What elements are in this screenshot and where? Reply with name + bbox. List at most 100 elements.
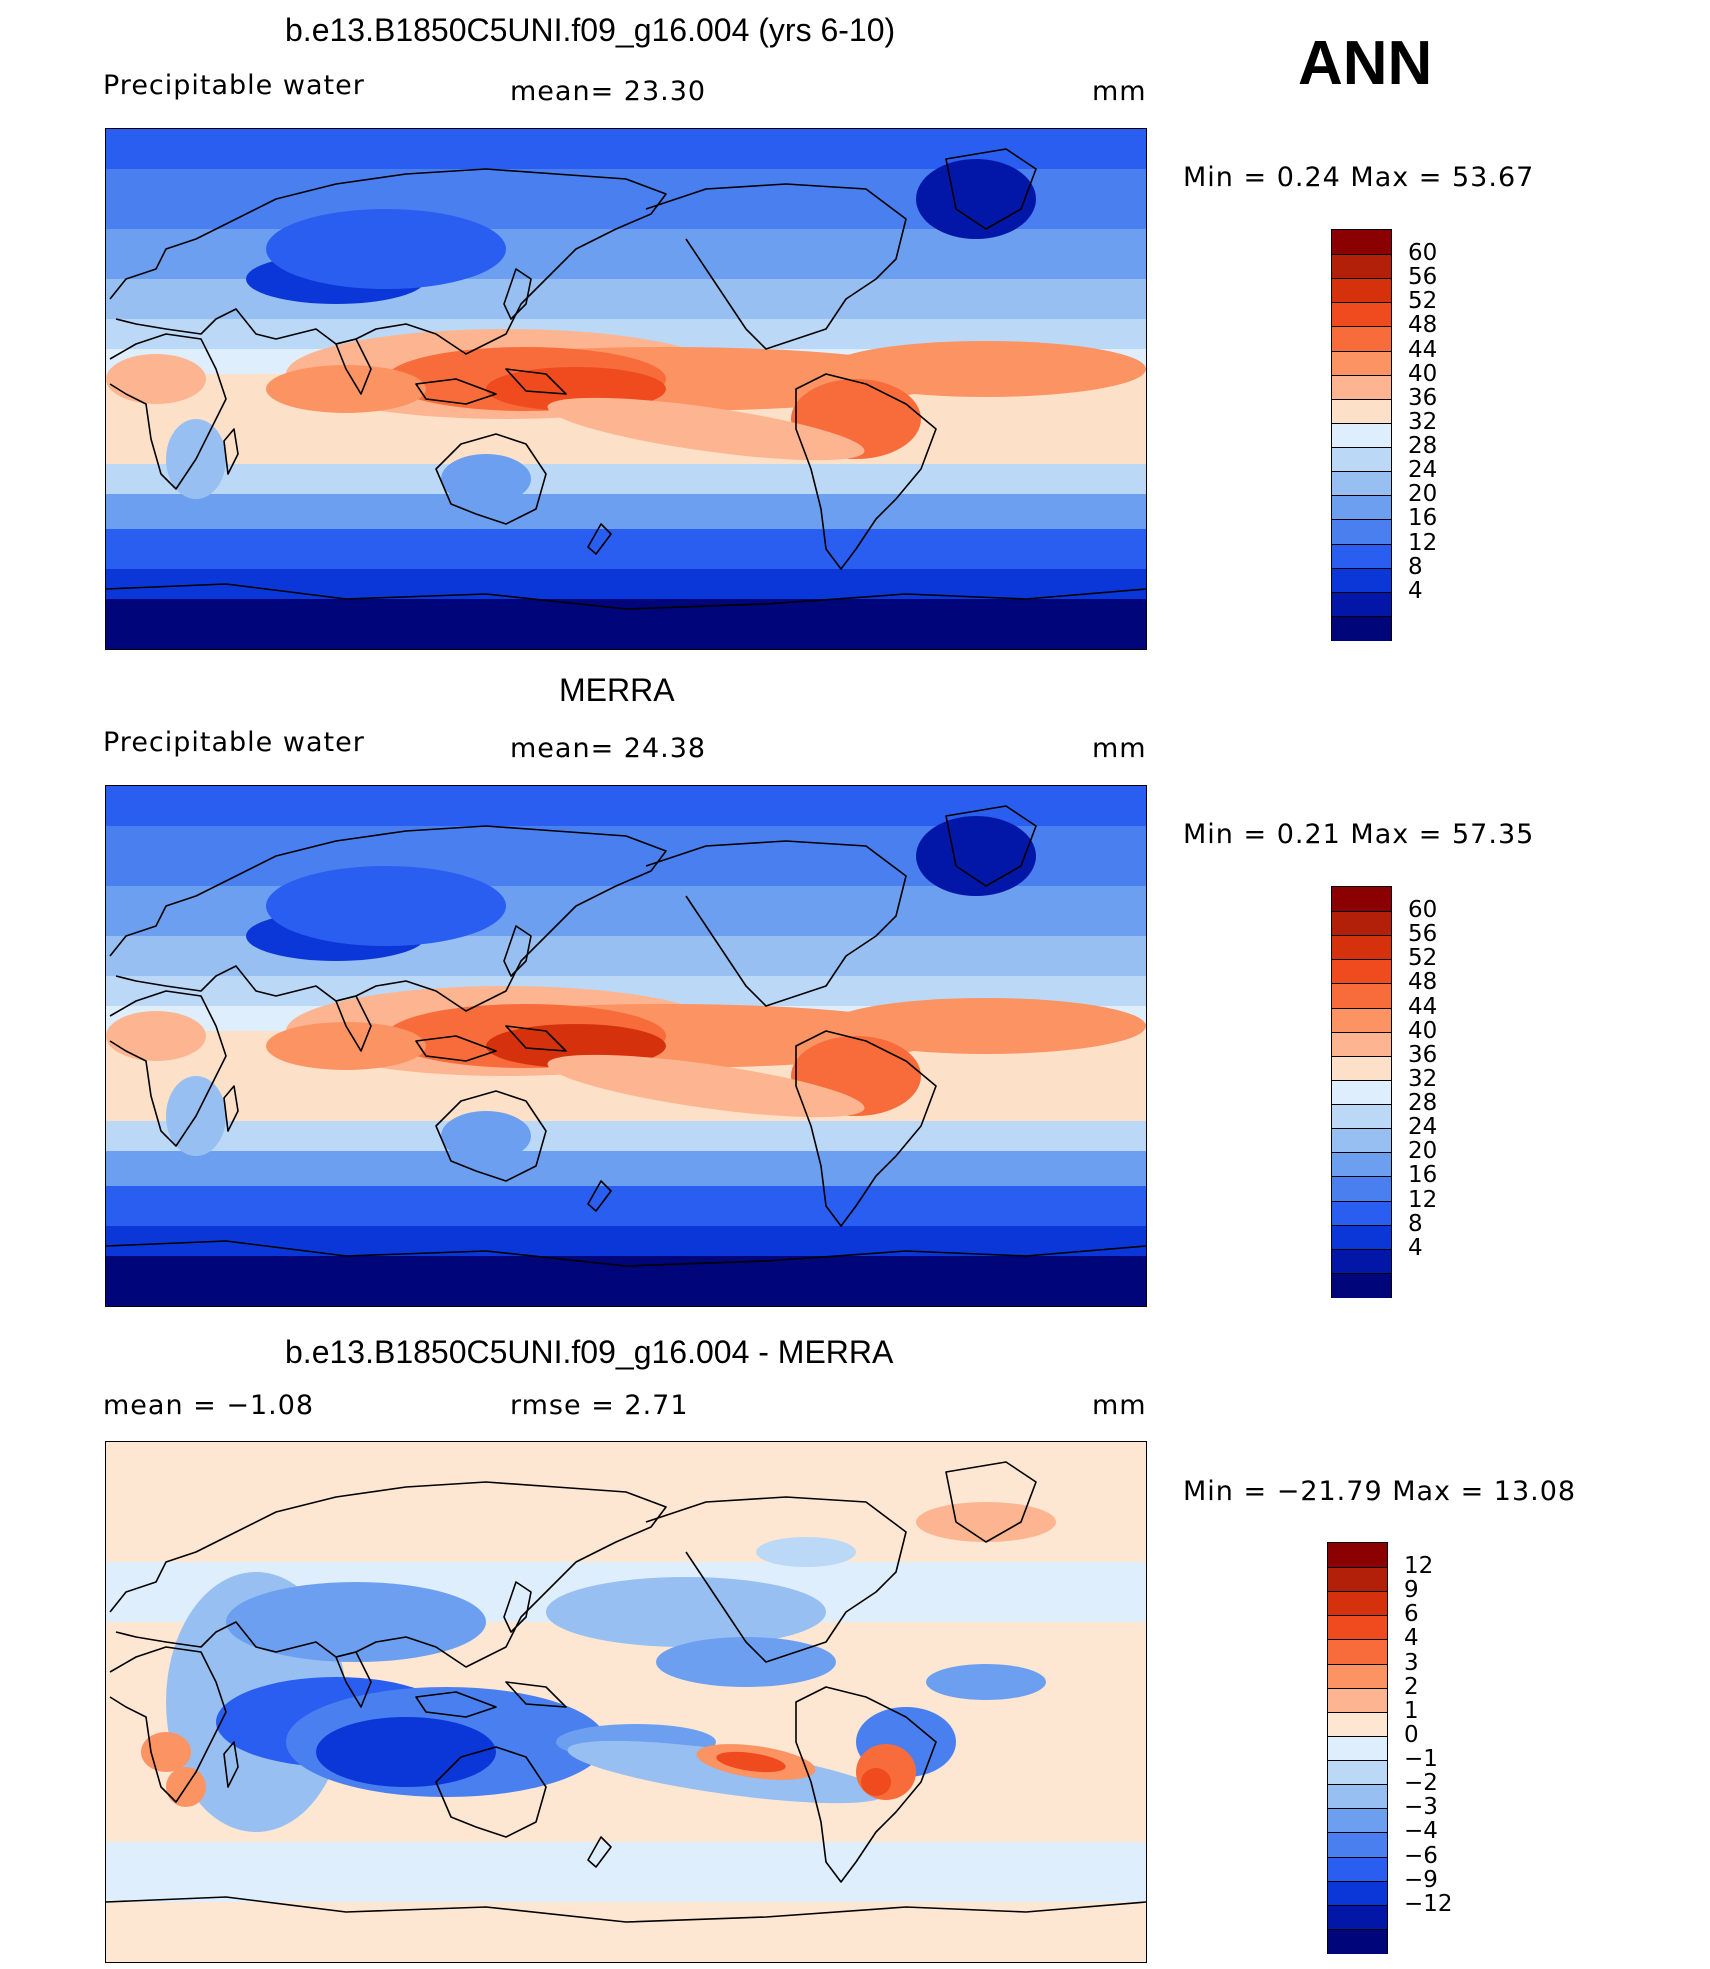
colorbar-swatch: [1328, 1880, 1387, 1906]
panel-1-title: b.e13.B1850C5UNI.f09_g16.004 (yrs 6-10): [285, 12, 896, 48]
colorbar-tick-label: 8: [1408, 553, 1423, 580]
panel-2-title: MERRA: [559, 672, 675, 708]
colorbar-swatch: [1328, 1639, 1387, 1665]
colorbar-swatch: [1332, 471, 1391, 497]
colorbar-swatch: [1332, 254, 1391, 280]
colorbar-swatch: [1332, 1200, 1391, 1226]
colorbar-tick-label: 52: [1408, 945, 1438, 972]
panel-3-mean-label: mean = −1.08: [103, 1390, 315, 1421]
colorbar-swatch: [1332, 959, 1391, 985]
colorbar-tick-label: −6: [1404, 1842, 1438, 1869]
panel-3-map-svg: [106, 1442, 1146, 1962]
colorbar-swatch: [1332, 350, 1391, 376]
panel-3-map: [105, 1441, 1147, 1963]
coastline-group: [106, 1461, 1146, 1923]
colorbar-tick-label: −4: [1404, 1818, 1438, 1845]
colorbar-swatch: [1332, 374, 1391, 400]
colorbar-tick-label: 28: [1408, 1090, 1438, 1117]
colorbar-swatch: [1332, 543, 1391, 569]
colorbar-tick-label: 12: [1404, 1553, 1434, 1580]
colorbar-tick-label: 1: [1404, 1697, 1419, 1724]
panel-1-map-svg: [106, 129, 1146, 649]
colorbar-tick-label: 4: [1408, 577, 1423, 604]
panel-1-colorbar: 60 56 52 48 44 40 36 32 28 24 20 16 12 8 4: [1331, 229, 1437, 641]
colorbar-swatch: [1328, 1928, 1387, 1954]
colorbar-swatch: [1332, 398, 1391, 424]
colorbar-swatch: [1328, 1808, 1387, 1834]
colorbar-tick-label: 60: [1408, 240, 1438, 267]
colorbar-tick-label: −3: [1404, 1794, 1438, 1821]
panel-2-colorbar: 60 56 52 48 44 40 36 32 28 24 20 16 12 8 4: [1331, 886, 1437, 1298]
colorbar-swatch: [1332, 230, 1391, 256]
colorbar-tick-label: 52: [1408, 288, 1438, 315]
colorbar-tick-label: 12: [1408, 529, 1438, 556]
panel-1-units-label: mm: [1092, 76, 1147, 107]
colorbar-swatch: [1332, 615, 1391, 641]
panel-3-title: b.e13.B1850C5UNI.f09_g16.004 - MERRA: [285, 1334, 894, 1370]
colorbar-tick-label: −1: [1404, 1746, 1438, 1773]
colorbar-swatch: [1332, 1104, 1391, 1130]
colorbar-tick-label: 2: [1404, 1673, 1419, 1700]
colorbar-swatch: [1332, 1272, 1391, 1298]
colorbar-swatch: [1328, 1735, 1387, 1762]
colorbar-swatch: [1328, 1784, 1387, 1810]
colorbar-tick-label: 44: [1408, 993, 1438, 1020]
colorbar-swatch: [1328, 1663, 1387, 1689]
colorbar-swatch: [1328, 1760, 1387, 1786]
panel-2-mean-label: mean= 24.38: [510, 733, 707, 764]
colorbar-swatch: [1332, 1224, 1391, 1250]
colorbar-swatch: [1332, 302, 1391, 328]
colorbar-tick-label: 12: [1408, 1186, 1438, 1213]
panel-2-map-svg: [106, 786, 1146, 1306]
colorbar-tick-label: 20: [1408, 1138, 1438, 1165]
colorbar-tick-label: 40: [1408, 1017, 1438, 1044]
colorbar-swatch: [1332, 1007, 1391, 1033]
colorbar-swatch: [1328, 1904, 1387, 1930]
colorbar-tick-label: 44: [1408, 336, 1438, 363]
colorbar-swatch: [1328, 1591, 1387, 1617]
colorbar-swatch: [1332, 1176, 1391, 1202]
colorbar-swatch: [1328, 1615, 1387, 1641]
colorbar-swatch: [1328, 1543, 1387, 1569]
season-label: ANN: [1298, 29, 1433, 98]
colorbar-tick-label: 9: [1404, 1577, 1419, 1604]
colorbar-swatch: [1328, 1856, 1387, 1882]
colorbar-tick-label: 32: [1408, 1065, 1438, 1092]
colorbar-tick-label: 8: [1408, 1210, 1423, 1237]
panel-3-colorbar: 12 9 6 4 3 2 1 0 −1 −2 −3 −4 −6 −9 −12: [1327, 1542, 1453, 1954]
colorbar-swatch: [1332, 326, 1391, 352]
panel-2-units-label: mm: [1092, 733, 1147, 764]
colorbar-tick-label: 24: [1408, 1114, 1438, 1141]
colorbar-tick-label: 4: [1408, 1234, 1423, 1261]
colorbar-tick-label: 24: [1408, 457, 1438, 484]
colorbar-tick-label: 56: [1408, 921, 1438, 948]
colorbar-tick-label: 56: [1408, 264, 1438, 291]
colorbar-swatch: [1332, 1248, 1391, 1274]
colorbar-swatch: [1328, 1832, 1387, 1858]
coastline-group: [106, 805, 1146, 1267]
panel-1-mean-label: mean= 23.30: [510, 76, 707, 107]
colorbar-tick-label: 4: [1404, 1625, 1419, 1652]
panel-2-variable-label: Precipitable water: [103, 727, 365, 758]
panel-1-variable-label: Precipitable water: [103, 70, 365, 101]
panel-3-units-label: mm: [1092, 1390, 1147, 1421]
colorbar-swatch: [1328, 1711, 1387, 1737]
panel-3-minmax: Min = −21.79 Max = 13.08: [1183, 1476, 1577, 1507]
panel-2-map: [105, 785, 1147, 1307]
colorbar-tick-label: −12: [1404, 1890, 1453, 1917]
colorbar-tick-label: 60: [1408, 897, 1438, 924]
colorbar-tick-label: 0: [1404, 1721, 1419, 1748]
colorbar-tick-label: 48: [1408, 312, 1438, 339]
colorbar-swatch: [1332, 1079, 1391, 1106]
colorbar-swatch: [1332, 519, 1391, 545]
colorbar-tick-label: 36: [1408, 384, 1438, 411]
panel-3-rmse-label: rmse = 2.71: [510, 1390, 689, 1421]
colorbar-tick-label: 16: [1408, 505, 1438, 532]
colorbar-tick-label: 16: [1408, 1162, 1438, 1189]
colorbar-swatch: [1332, 1055, 1391, 1081]
colorbar-swatch: [1332, 1031, 1391, 1057]
panel-2-minmax: Min = 0.21 Max = 57.35: [1183, 819, 1535, 850]
colorbar-swatch: [1332, 422, 1391, 449]
colorbar-tick-label: 36: [1408, 1041, 1438, 1068]
colorbar-tick-label: 40: [1408, 360, 1438, 387]
